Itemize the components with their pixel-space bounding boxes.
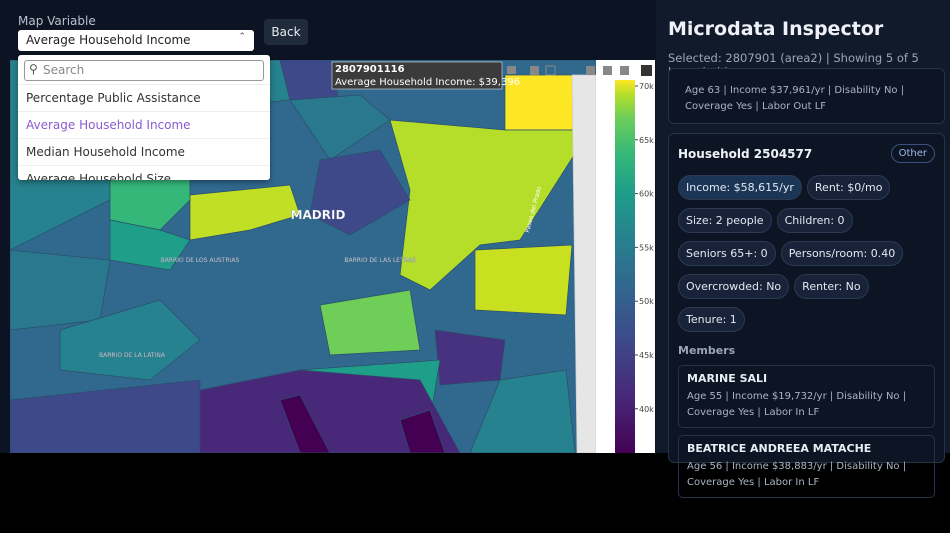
search-icon: ⚲ bbox=[29, 62, 38, 76]
tooltip-text: Average Household Income: $39,396 bbox=[335, 77, 520, 88]
member-details: Age 55 | Income $19,732/yr | Disability … bbox=[687, 391, 907, 418]
dropdown-option[interactable]: Percentage Public Assistance bbox=[18, 84, 270, 110]
plot-logo[interactable] bbox=[641, 65, 652, 76]
tooltip-title: 2807901116 bbox=[335, 64, 405, 75]
colorbar-tick-label: 70k bbox=[639, 82, 654, 91]
member-details: Age 56 | Income $38,883/yr | Disability … bbox=[687, 461, 907, 488]
colorbar-tick-label: 40k bbox=[639, 405, 654, 414]
search-input[interactable]: ⚲ Search bbox=[24, 60, 264, 81]
info-chip: Persons/room: 0.40 bbox=[780, 241, 904, 266]
variable-select[interactable]: Average Household Income ⌃ bbox=[18, 30, 254, 51]
info-chip: Rent: $0/mo bbox=[806, 175, 891, 200]
household-title: Household 2504577 bbox=[678, 147, 813, 161]
member-card[interactable]: BEATRICE ANDREEA MATACHE Age 56 | Income … bbox=[678, 435, 935, 498]
modebar bbox=[507, 65, 629, 76]
map-label: BARRIO DE LOS AUSTRIAS bbox=[161, 257, 240, 264]
back-button[interactable]: Back bbox=[264, 19, 308, 45]
members-label: Members bbox=[678, 344, 736, 357]
colorbar-tick-label: 50k bbox=[639, 297, 654, 306]
caret: ⌃ bbox=[238, 32, 246, 42]
dropdown-option[interactable]: Median Household Income bbox=[18, 138, 270, 164]
colorbar-tick-label: 55k bbox=[639, 243, 654, 252]
search-placeholder: Search bbox=[43, 63, 85, 77]
member-name: MARINE SALI bbox=[687, 372, 768, 385]
colorbar-tick-label: 60k bbox=[639, 190, 654, 199]
info-chip: Income: $58,615/yr bbox=[678, 175, 802, 200]
dropdown-option[interactable]: Average Household Size bbox=[18, 165, 270, 180]
member-details: Age 63 | Income $37,961/yr | Disability … bbox=[685, 85, 905, 112]
panel-title: Microdata Inspector bbox=[668, 18, 884, 40]
selected-value: Average Household Income bbox=[26, 33, 191, 47]
colorbar-tick-label: 45k bbox=[639, 351, 654, 360]
info-chip: Size: 2 people bbox=[678, 208, 772, 233]
inspector-panel: Microdata Inspector Selected: 2807901 (a… bbox=[656, 0, 950, 498]
info-chip: Seniors 65+: 0 bbox=[678, 241, 776, 266]
map-label: MADRID bbox=[291, 208, 346, 222]
tooltip bbox=[331, 61, 503, 90]
info-chip: Overcrowded: No bbox=[678, 274, 790, 299]
info-chip: Children: 0 bbox=[776, 208, 853, 233]
map-label: BARRIO DE LA LATINA bbox=[99, 352, 166, 359]
member-list: MARINE SALI Age 55 | Income $19,732/yr | … bbox=[678, 365, 935, 498]
info-chip: Renter: No bbox=[794, 274, 869, 299]
household-badge: Other bbox=[890, 144, 935, 163]
member-card[interactable]: MARINE SALI Age 55 | Income $19,732/yr | … bbox=[678, 365, 935, 428]
dropdown: ⚲ Search Percentage Public Assistance Aver… bbox=[18, 55, 270, 180]
household-card[interactable]: Household 2504577 Other Income: $58,615/… bbox=[668, 133, 945, 498]
dropdown-option[interactable]: Average Household Income bbox=[18, 111, 270, 137]
member-card: Age 63 | Income $37,961/yr | Disability … bbox=[668, 68, 945, 124]
colorbar-tick-label: 65k bbox=[639, 136, 654, 145]
map-label: BARRIO DE LAS LETRAS bbox=[344, 257, 415, 264]
chip-list: Income: $58,615/yr Rent: $0/mo Size: 2 peo… bbox=[678, 175, 928, 332]
control-label: Map Variable bbox=[18, 14, 96, 28]
info-chip: Tenure: 1 bbox=[678, 307, 745, 332]
member-name: BEATRICE ANDREEA MATACHE bbox=[687, 442, 872, 455]
colorbar bbox=[615, 80, 635, 453]
